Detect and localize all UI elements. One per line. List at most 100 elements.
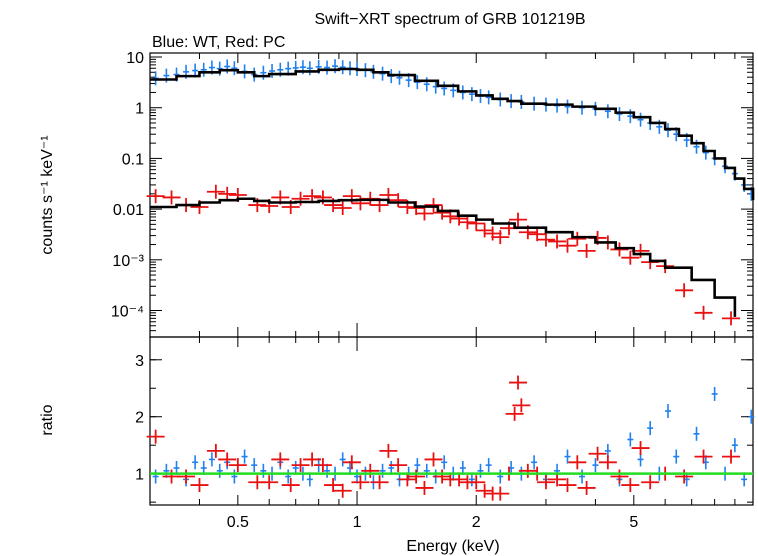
wt-ratio-point — [477, 463, 484, 478]
pc-ratio-point — [467, 475, 486, 490]
pc-point — [621, 250, 640, 265]
y-tick-label: 0.01 — [113, 202, 144, 219]
x-axis-label: Energy (keV) — [406, 538, 499, 555]
pc-point — [491, 230, 510, 245]
pc-ratio-point — [291, 458, 310, 473]
wt-ratio-point — [251, 458, 258, 473]
wt-ratio-point — [285, 469, 292, 484]
pc-ratio-point — [433, 469, 452, 484]
wt-ratio-point — [711, 386, 718, 401]
pc-ratio-point — [370, 475, 389, 490]
x-tick-label: 5 — [629, 514, 638, 531]
wt-point — [396, 70, 403, 85]
wt-point — [702, 145, 709, 160]
wt-ratio-point — [241, 449, 248, 464]
wt-ratio-point — [339, 452, 346, 467]
pc-ratio-point — [313, 458, 332, 473]
wt-ratio-point — [531, 455, 538, 470]
ratio-panel: 1 2 3 0.5 1 2 5 — [135, 336, 755, 531]
pc-point — [433, 205, 452, 220]
wt-point — [693, 139, 700, 154]
pc-ratio-point — [190, 478, 209, 493]
wt-ratio-point — [673, 449, 680, 464]
wt-ratio-point — [627, 432, 634, 447]
y-tick-label: 0.1 — [122, 151, 144, 168]
pc-ratio-point — [694, 449, 713, 464]
pc-ratio-point — [505, 406, 524, 421]
pc-ratio-point — [475, 483, 494, 498]
pc-ratio-point — [324, 478, 343, 493]
wt-ratio-point — [693, 426, 700, 441]
spectrum-panel: 10 1 0.1 0.01 10⁻³ 10⁻⁴ — [111, 50, 755, 338]
pc-ratio-point — [558, 478, 577, 493]
wt-point — [324, 60, 331, 75]
wt-ratio-point — [664, 404, 671, 419]
wt-ratio-point — [441, 455, 448, 470]
pc-ratio-point — [351, 475, 370, 490]
wt-point — [414, 75, 421, 90]
pc-point — [577, 243, 596, 258]
pc-ratio-point — [509, 375, 528, 390]
pc-point — [483, 226, 502, 241]
pc-ratio-point — [260, 475, 279, 490]
pc-point — [333, 201, 352, 216]
pc-ratio-point — [342, 455, 361, 470]
pc-point — [475, 223, 494, 238]
pc-ratio-point — [610, 469, 629, 484]
pc-ratio-point — [271, 452, 290, 467]
pc-ratio-point — [177, 469, 196, 484]
x-tick-label: 2 — [472, 514, 481, 531]
pc-ratio-point — [512, 398, 531, 413]
y-tick-label: 10⁻³ — [112, 253, 144, 270]
pc-point — [206, 184, 225, 199]
wt-point — [423, 77, 430, 92]
wt-ratio-point — [731, 438, 738, 453]
wt-ratio-point — [564, 449, 571, 464]
chart-title: Swift−XRT spectrum of GRB 101219B — [314, 11, 585, 28]
ratio-frame — [149, 336, 754, 506]
wt-point — [200, 62, 207, 77]
pc-ratio-point — [407, 469, 426, 484]
pc-point — [218, 186, 237, 201]
pc-point — [291, 191, 310, 206]
pc-point — [722, 311, 741, 326]
pc-ratio-point — [146, 429, 165, 444]
y-tick-label: 1 — [135, 101, 144, 118]
pc-ratio-point — [415, 480, 434, 495]
pc-ratio-point — [577, 480, 596, 495]
pc-point — [389, 193, 408, 208]
wt-model-line — [150, 67, 755, 201]
wt-point — [231, 61, 238, 76]
pc-point — [675, 283, 694, 298]
wt-point — [604, 104, 611, 119]
pc-point — [509, 212, 528, 227]
wt-ratio-point — [192, 455, 199, 470]
pc-ratio-point — [675, 469, 694, 484]
pc-point — [424, 198, 443, 213]
pc-point — [694, 305, 713, 320]
pc-ratio-point — [206, 443, 225, 458]
pc-ratio-point — [379, 443, 398, 458]
wt-point — [485, 90, 492, 105]
wt-point — [616, 107, 623, 122]
bottom-y-axis-label: ratio — [39, 404, 56, 435]
pc-ratio-point — [333, 483, 352, 498]
y-tick-label: 1 — [135, 467, 144, 484]
pc-ratio-point — [536, 475, 555, 490]
wt-point — [627, 109, 634, 124]
wt-point — [269, 63, 276, 78]
wt-ratio-point — [208, 452, 215, 467]
wt-point — [379, 66, 386, 81]
wt-ratio-point — [260, 463, 267, 478]
pc-point — [458, 215, 477, 230]
top-y-axis-label: counts s⁻¹ keV⁻¹ — [39, 135, 56, 254]
wt-ratio-point — [579, 469, 586, 484]
pc-ratio-point — [303, 452, 322, 467]
wt-ratio-point — [497, 469, 504, 484]
wt-ratio-point — [485, 458, 492, 473]
wt-ratio-point — [152, 469, 159, 484]
wt-point — [260, 65, 267, 80]
pc-ratio-point — [218, 452, 237, 467]
pc-ratio-point — [281, 478, 300, 493]
